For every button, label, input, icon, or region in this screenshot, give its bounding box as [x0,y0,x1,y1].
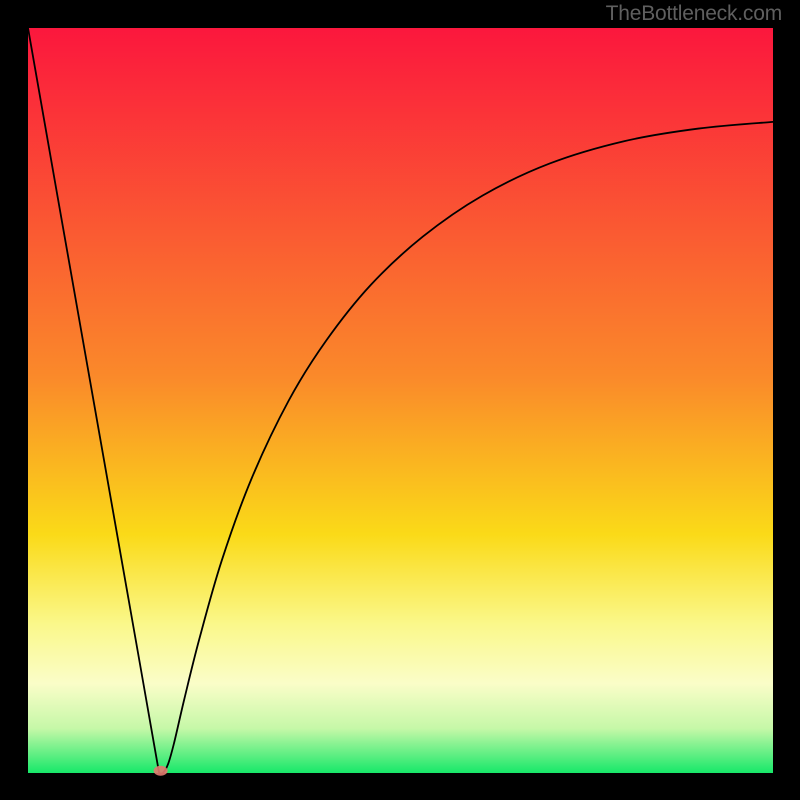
chart-svg [28,28,773,773]
bottleneck-curve [28,28,773,774]
chart-plot-area [28,28,773,773]
watermark-text: TheBottleneck.com [606,2,782,26]
dip-marker [154,766,168,776]
